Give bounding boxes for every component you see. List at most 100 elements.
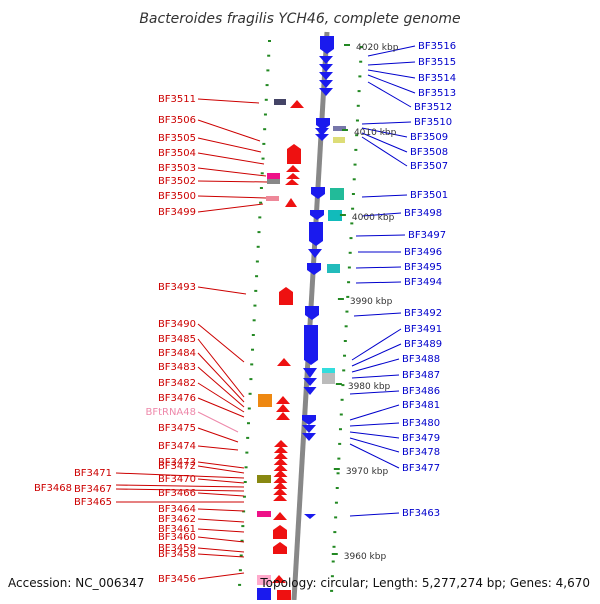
label-connector: [197, 167, 267, 177]
gene-label-right: BF3477: [402, 463, 440, 474]
gene-arrow-reverse: [319, 72, 333, 80]
tick-mark: [333, 531, 337, 534]
label-connector: [197, 528, 245, 533]
gene-arrow-reverse: [302, 433, 316, 441]
gene-box: [257, 511, 271, 517]
gene-label-left: BF3475: [158, 423, 196, 434]
gene-block-reverse: [305, 306, 319, 320]
label-connector: [349, 512, 400, 517]
gene-box: [333, 126, 346, 131]
gene-label-right: BF3495: [404, 262, 442, 273]
tick-mark: [255, 275, 259, 278]
scale-major-tick: [344, 44, 350, 46]
tick-mark: [265, 84, 269, 87]
tick-mark: [260, 172, 264, 175]
scale-major-tick: [333, 468, 340, 470]
tick-mark: [248, 392, 252, 395]
label-connector: [349, 404, 400, 421]
gene-block-reverse: [304, 325, 318, 365]
label-connector: [197, 352, 245, 403]
tick-mark: [338, 428, 342, 431]
gene-label-left: BF3471: [74, 468, 112, 479]
label-connector: [353, 312, 402, 317]
label-connector: [197, 286, 247, 295]
gene-arrow-reverse: [303, 368, 317, 378]
gene-arrow-reverse: [303, 378, 317, 386]
label-connector: [197, 180, 268, 183]
tick-mark: [330, 589, 334, 592]
gene-label-left: BF3467: [74, 484, 112, 495]
tick-mark: [259, 187, 263, 189]
tick-mark: [339, 413, 343, 416]
gene-label-left: BF3472: [158, 461, 196, 472]
label-connector: [355, 266, 402, 269]
gene-box: [327, 264, 340, 273]
gene-arrow-forward: [285, 198, 297, 207]
gene-box: [333, 137, 345, 143]
gene-label-right: BF3480: [402, 418, 440, 429]
gene-box: [274, 99, 286, 105]
gene-label-right: BF3487: [402, 370, 440, 381]
gene-label-left: BF3499: [158, 207, 196, 218]
label-connector: [197, 397, 245, 418]
gene-label-left: BF3470: [158, 474, 196, 485]
gene-box: [267, 173, 280, 179]
gene-arrow-forward: [273, 458, 288, 465]
label-connector: [361, 121, 412, 125]
tick-mark: [346, 295, 350, 298]
tick-mark: [245, 451, 249, 454]
gene-arrow-reverse: [315, 134, 329, 141]
tick-mark: [335, 487, 339, 489]
gene-arrow-forward: [273, 488, 288, 495]
gene-label-left: BF3462: [158, 514, 196, 525]
label-connector: [197, 536, 245, 543]
gene-label-right: BF3512: [414, 102, 452, 113]
tick-mark: [259, 201, 263, 204]
gene-block-forward: [273, 542, 287, 554]
label-connector: [361, 194, 408, 198]
label-connector: [197, 152, 265, 165]
tick-mark: [343, 340, 347, 342]
tick-mark: [246, 436, 250, 439]
gene-label-right: BF3514: [418, 73, 456, 84]
gene-block-reverse: [310, 210, 324, 220]
gene-label-left: BF3458: [158, 549, 196, 560]
label-connector: [361, 212, 402, 217]
scale-label: 3980 kbp: [348, 382, 391, 392]
tick-mark: [353, 163, 357, 166]
gene-label-left: BF3503: [158, 163, 196, 174]
tick-mark: [337, 457, 341, 460]
tick-mark: [360, 46, 363, 48]
gene-block-reverse: [320, 36, 334, 54]
gene-label-right: BF3509: [410, 132, 448, 143]
gene-label-right: BF3513: [418, 88, 456, 99]
gene-arrow-forward: [273, 470, 288, 477]
label-connector: [197, 427, 239, 443]
tick-mark: [254, 289, 258, 292]
gene-label-right: BF3515: [418, 57, 456, 68]
gene-label-left: BF3505: [158, 133, 196, 144]
tick-mark: [238, 583, 242, 586]
tick-mark: [240, 539, 244, 542]
gene-label-right: BF3488: [402, 354, 440, 365]
left-label-connectors: [115, 98, 268, 580]
tick-mark: [268, 40, 271, 42]
right-label-connectors: [349, 45, 416, 517]
tick-mark: [330, 575, 334, 578]
tick-mark: [340, 398, 344, 401]
gene-arrow-forward: [273, 452, 288, 459]
accession-text: Accession: NC_006347: [8, 576, 144, 590]
gene-label-right: BF3508: [410, 147, 448, 158]
label-connector: [361, 136, 408, 167]
gene-block-reverse: [311, 187, 325, 199]
label-connector: [351, 328, 402, 361]
gene-arrow-reverse: [303, 387, 317, 395]
label-connector: [197, 366, 245, 408]
gene-label-right: BF3489: [404, 339, 442, 350]
label-connector: [197, 478, 245, 484]
scale-major-tick: [335, 383, 342, 385]
gene-label-right: BF3516: [418, 41, 456, 52]
gene-label-left: BF3504: [158, 148, 196, 159]
label-connector: [349, 443, 400, 469]
